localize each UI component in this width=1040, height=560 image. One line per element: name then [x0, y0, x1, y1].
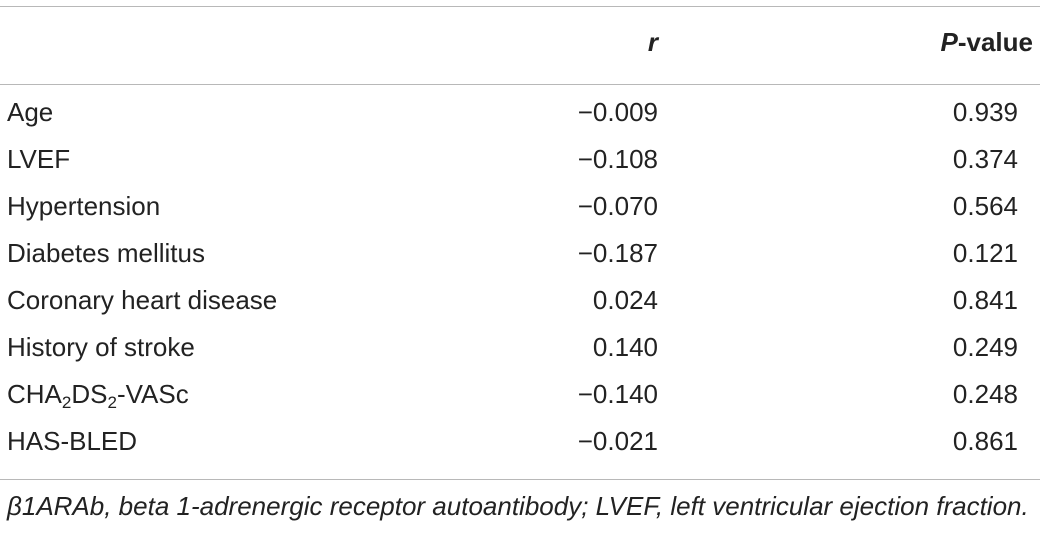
table-top-rule [0, 6, 1040, 7]
p-value: 0.121 [952, 238, 1018, 268]
table-row: CHA2DS2-VASc −0.140 0.248 [0, 371, 1040, 418]
label-part: CHA [7, 379, 62, 409]
table-row: History of stroke 0.140 0.249 [0, 324, 1040, 371]
column-header-p-value: P-value [941, 26, 1034, 58]
p-value: 0.861 [952, 426, 1018, 456]
row-label: Diabetes mellitus [7, 238, 205, 268]
table-row: Diabetes mellitus −0.187 0.121 [0, 230, 1040, 277]
column-header-p-rest: -value [957, 27, 1033, 57]
p-value: 0.564 [952, 191, 1018, 221]
p-value: 0.248 [952, 379, 1018, 409]
table-row: Coronary heart disease 0.024 0.841 [0, 277, 1040, 324]
p-value: 0.374 [952, 144, 1018, 174]
r-value: −0.009 [577, 97, 658, 127]
row-label: Coronary heart disease [7, 285, 278, 315]
column-header-r: r [647, 27, 658, 57]
column-header-p-italic: P [940, 27, 958, 57]
row-label: History of stroke [7, 332, 195, 362]
table-footnote: β1ARAb, beta 1-adrenergic receptor autoa… [7, 491, 1029, 521]
table-bottom-rule [0, 479, 1040, 480]
header-rule [0, 84, 1040, 85]
table-row: LVEF −0.108 0.374 [0, 136, 1040, 183]
r-value: 0.140 [592, 332, 658, 362]
r-value: −0.070 [577, 191, 658, 221]
r-value: 0.024 [592, 285, 658, 315]
r-value: −0.108 [577, 144, 658, 174]
r-value: −0.187 [577, 238, 658, 268]
label-part: DS [71, 379, 108, 409]
table-row: HAS-BLED −0.021 0.861 [0, 418, 1040, 465]
row-label: LVEF [7, 144, 71, 174]
p-value: 0.939 [952, 97, 1018, 127]
row-label-cha2ds2-vasc: CHA2DS2-VASc [7, 371, 189, 418]
label-part: -VASc [116, 379, 189, 409]
row-label: Hypertension [7, 191, 161, 221]
table-row: Age −0.009 0.939 [0, 89, 1040, 136]
r-value: −0.140 [577, 379, 658, 409]
r-value: −0.021 [577, 426, 658, 456]
table-row: Hypertension −0.070 0.564 [0, 183, 1040, 230]
p-value: 0.249 [952, 332, 1018, 362]
label-subscript: 2 [107, 393, 117, 412]
p-value: 0.841 [952, 285, 1018, 315]
label-subscript: 2 [61, 393, 72, 412]
row-label: HAS-BLED [7, 426, 138, 456]
row-label: Age [7, 97, 54, 127]
